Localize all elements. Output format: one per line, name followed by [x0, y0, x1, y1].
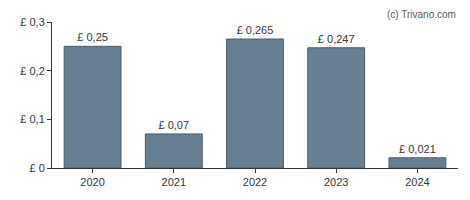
- svg-text:2024: 2024: [405, 176, 429, 188]
- svg-text:2021: 2021: [162, 176, 186, 188]
- svg-text:£ 0,07: £ 0,07: [159, 119, 190, 131]
- svg-text:£ 0: £ 0: [30, 162, 45, 174]
- svg-text:2022: 2022: [243, 176, 267, 188]
- svg-text:£ 0,1: £ 0,1: [20, 113, 44, 125]
- svg-text:(c) Trivano.com: (c) Trivano.com: [387, 9, 456, 20]
- svg-text:£ 0,3: £ 0,3: [20, 16, 44, 28]
- svg-text:£ 0,247: £ 0,247: [318, 33, 355, 45]
- svg-text:£ 0,265: £ 0,265: [237, 24, 274, 36]
- svg-text:£ 0,2: £ 0,2: [20, 65, 44, 77]
- svg-text:2023: 2023: [324, 176, 348, 188]
- svg-text:£ 0,25: £ 0,25: [77, 31, 108, 43]
- svg-text:2020: 2020: [80, 176, 104, 188]
- svg-text:£ 0,021: £ 0,021: [399, 143, 436, 155]
